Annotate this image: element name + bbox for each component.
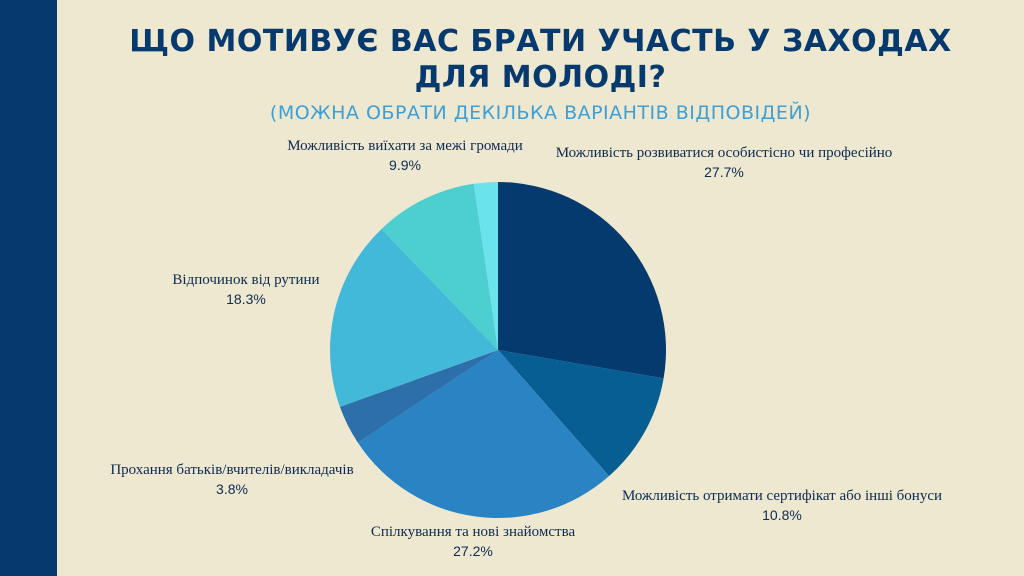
- slice-value-2: 10.8%: [762, 507, 802, 523]
- slice-value-6: 9.9%: [389, 157, 421, 173]
- left-sidebar-stripe: [0, 0, 57, 576]
- pie-slice-3: [357, 350, 610, 519]
- slice-label-3: Спілкування та нові знайомства: [371, 524, 576, 540]
- pie-slice-7: [473, 182, 498, 350]
- slice-value-4: 3.8%: [216, 481, 248, 497]
- chart-title-line-2: ДЛЯ МОЛОДІ?: [414, 60, 667, 95]
- slice-label-4: Прохання батьків/вчителів/викладачів: [110, 462, 353, 478]
- chart-subtitle: (МОЖНА ОБРАТИ ДЕКІЛЬКА ВАРІАНТІВ ВІДПОВІ…: [269, 102, 812, 124]
- slice-value-1: 27.7%: [704, 164, 744, 180]
- pie-slice-4: [339, 350, 498, 443]
- slice-label-6: Можливість виїхати за межі громади: [287, 138, 523, 154]
- pie-slice-2: [498, 350, 664, 477]
- pie-slice-6: [381, 183, 498, 350]
- slice-value-3: 27.2%: [453, 543, 493, 559]
- chart-title-line-1: ЩО МОТИВУЄ ВАС БРАТИ УЧАСТЬ У ЗАХОДАХ: [129, 24, 952, 59]
- slice-label-5: Відпочинок від рутини: [172, 272, 319, 288]
- slice-label-1: Можливість розвиватися особистісно чи пр…: [556, 145, 893, 161]
- slice-label-2: Можливість отримати сертифікат або інші …: [622, 488, 942, 504]
- pie-slice-1: [498, 182, 667, 379]
- slice-value-5: 18.3%: [226, 291, 266, 307]
- pie-slice-5: [329, 228, 498, 407]
- chart-title: ЩО МОТИВУЄ ВАС БРАТИ УЧАСТЬ У ЗАХОДАХ ДЛ…: [57, 24, 1024, 96]
